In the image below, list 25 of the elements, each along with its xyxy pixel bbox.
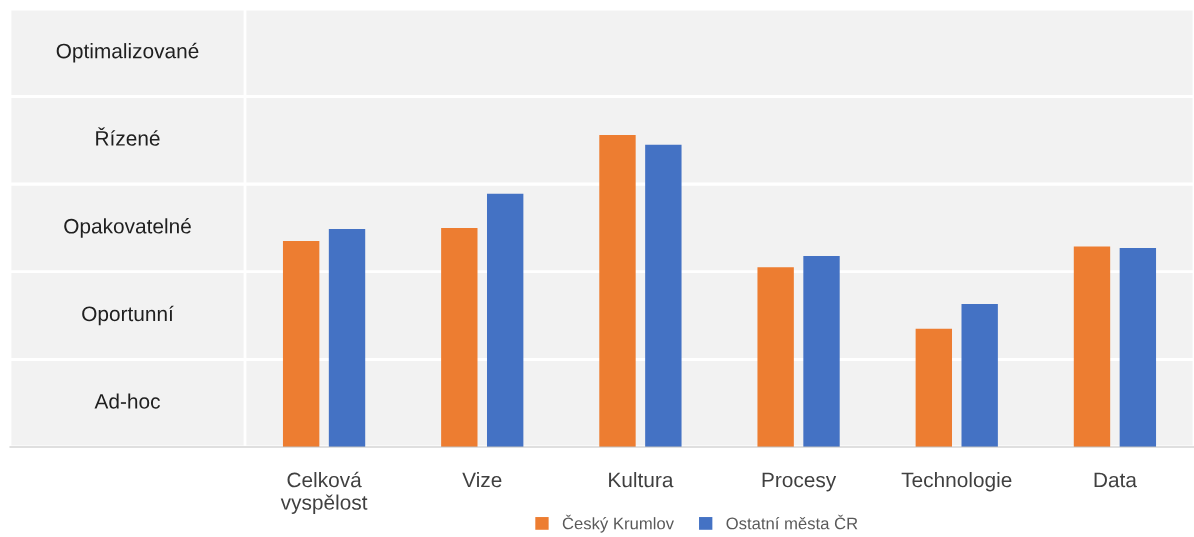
x-tick-label: Procesy	[762, 472, 837, 492]
band-label: Oportunní	[82, 305, 174, 326]
bar	[599, 135, 636, 447]
bar	[645, 144, 682, 447]
legend-label: Ostatní města ČR	[726, 514, 858, 530]
bar	[487, 193, 524, 447]
bar	[1073, 246, 1111, 447]
band-label: Optimalizované	[56, 42, 199, 63]
bar	[1119, 247, 1157, 447]
legend-label: Český Krumlov	[562, 514, 674, 533]
band-label: Ad-hoc	[94, 393, 160, 409]
band-label: Řízené	[96, 127, 160, 146]
bar	[282, 241, 320, 447]
bar	[757, 267, 794, 447]
bar	[328, 228, 366, 447]
x-tick-label: Vize	[462, 472, 502, 488]
x-tick-label: Kultura	[609, 472, 674, 488]
bar	[961, 304, 998, 447]
x-tick-label: Technologie	[901, 472, 1012, 492]
x-tick-label: Celková vyspělost	[280, 471, 368, 514]
bar	[803, 256, 840, 447]
bar	[915, 328, 952, 447]
bar	[441, 228, 478, 447]
x-tick-label: Data	[1094, 472, 1137, 488]
band-label: Opakovatelné	[64, 218, 191, 238]
